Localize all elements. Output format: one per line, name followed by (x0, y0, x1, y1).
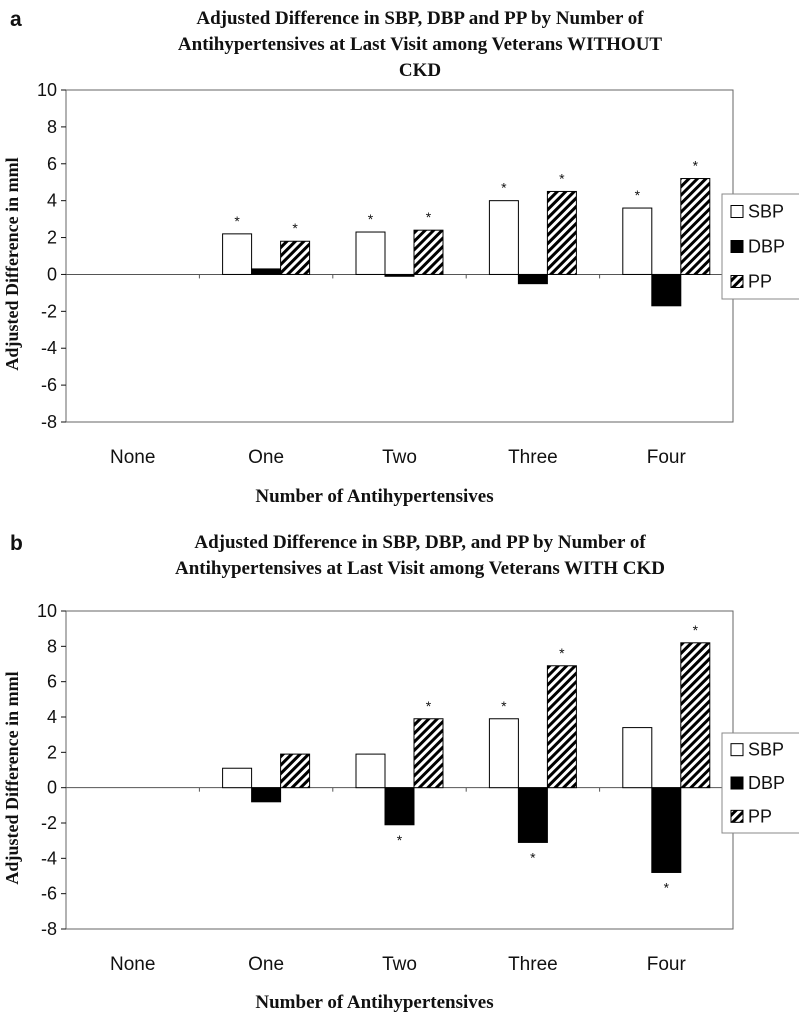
chart-panel-b: b Adjusted Difference in SBP, DBP, and PP… (2, 532, 799, 1013)
legend-label-sbp: SBP (748, 740, 784, 760)
bar-pp-one (280, 240, 311, 275)
x-category-label: Four (647, 954, 687, 975)
bar-sbp-two (355, 231, 386, 275)
significance-star: * (693, 622, 699, 638)
bar-sbp-two (355, 753, 386, 789)
x-category-label: Two (382, 447, 417, 468)
bar-dbp-two (384, 787, 415, 826)
y-tick-label: -8 (41, 412, 57, 432)
x-category-label: None (110, 954, 155, 975)
x-axis-title: Number of Antihypertensives (255, 992, 493, 1013)
chart-title-line: CKD (399, 60, 441, 81)
y-tick-label: 2 (47, 228, 57, 248)
x-category-label: Two (382, 954, 417, 975)
chart-title-line: Adjusted Difference in SBP, DBP and PP b… (196, 8, 644, 29)
bar-pp-three (546, 665, 577, 789)
panel-label: a (10, 8, 22, 31)
significance-star: * (234, 213, 240, 229)
bar-dbp-three (517, 273, 548, 285)
significance-star: * (664, 879, 670, 895)
y-tick-label: -6 (41, 375, 57, 395)
x-category-label: One (248, 954, 284, 975)
legend-swatch-pp (730, 809, 744, 823)
significance-star: * (693, 158, 699, 174)
x-category-label: None (110, 447, 155, 468)
significance-star: * (635, 187, 641, 203)
y-tick-label: 8 (47, 117, 57, 137)
bar-pp-two (413, 718, 444, 789)
chart-title-line: Antihypertensives at Last Visit among Ve… (178, 34, 663, 55)
legend-swatch-dbp (730, 776, 744, 790)
significance-star: * (530, 849, 536, 865)
chart-title-line: Antihypertensives at Last Visit among Ve… (175, 558, 665, 579)
chart-title-line: Adjusted Difference in SBP, DBP, and PP … (194, 532, 646, 553)
bar-sbp-one (222, 233, 253, 275)
significance-star: * (501, 180, 507, 196)
x-category-label: One (248, 447, 284, 468)
x-category-label: Three (508, 954, 558, 975)
y-tick-label: 2 (47, 742, 57, 762)
legend-label-sbp: SBP (748, 202, 784, 222)
legend-swatch-pp (730, 275, 744, 288)
bar-dbp-one (251, 787, 282, 803)
bar-sbp-three (488, 718, 519, 789)
bar-pp-four (680, 642, 711, 789)
y-tick-label: 10 (37, 80, 57, 100)
bar-dbp-one (251, 268, 282, 275)
bar-pp-one (280, 753, 311, 789)
bar-dbp-two (384, 273, 415, 277)
bar-pp-four (680, 178, 711, 275)
y-tick-label: -8 (41, 919, 57, 939)
y-tick-label: -4 (41, 848, 57, 868)
legend-swatch-dbp (730, 240, 744, 253)
y-tick-label: -2 (41, 813, 57, 833)
bar-dbp-four (651, 273, 682, 307)
panel-label: b (10, 532, 23, 555)
y-tick-label: 4 (47, 191, 57, 211)
y-tick-label: -4 (41, 338, 57, 358)
legend-swatch-sbp (730, 743, 744, 757)
y-tick-label: 6 (47, 672, 57, 692)
bar-pp-two (413, 229, 444, 275)
x-category-label: Four (647, 447, 687, 468)
legend-swatch-sbp (730, 205, 744, 218)
x-category-label: Three (508, 447, 558, 468)
legend: SBP DBP PP (721, 732, 799, 834)
y-tick-label: 0 (47, 778, 57, 798)
y-axis-title: Adjusted Difference in mml (2, 157, 22, 370)
bar-dbp-four (651, 787, 682, 873)
legend-label-pp: PP (748, 272, 772, 292)
bar-pp-three (546, 190, 577, 275)
y-tick-label: 0 (47, 264, 57, 284)
bar-sbp-four (622, 727, 653, 789)
bar-sbp-one (222, 767, 253, 789)
legend: SBP DBP PP (721, 193, 799, 300)
significance-star: * (501, 698, 507, 714)
y-tick-label: 8 (47, 636, 57, 656)
significance-star: * (292, 220, 298, 236)
y-tick-label: 6 (47, 154, 57, 174)
legend-label-dbp: DBP (748, 237, 785, 257)
y-tick-label: 4 (47, 707, 57, 727)
legend-label-dbp: DBP (748, 773, 785, 793)
significance-star: * (559, 645, 565, 661)
bar-sbp-three (488, 200, 519, 275)
significance-star: * (426, 209, 432, 225)
bar-sbp-four (622, 207, 653, 275)
y-tick-label: 10 (37, 601, 57, 621)
legend-label-pp: PP (748, 806, 772, 826)
significance-star: * (397, 832, 403, 848)
significance-star: * (368, 211, 374, 227)
significance-star: * (559, 170, 565, 186)
y-tick-label: -2 (41, 301, 57, 321)
significance-star: * (426, 698, 432, 714)
chart-panel-a: a Adjusted Difference in SBP, DBP and PP … (2, 8, 799, 507)
y-tick-label: -6 (41, 884, 57, 904)
bar-dbp-three (517, 787, 548, 843)
y-axis-title: Adjusted Difference in mml (2, 671, 22, 884)
x-axis-title: Number of Antihypertensives (255, 486, 493, 507)
